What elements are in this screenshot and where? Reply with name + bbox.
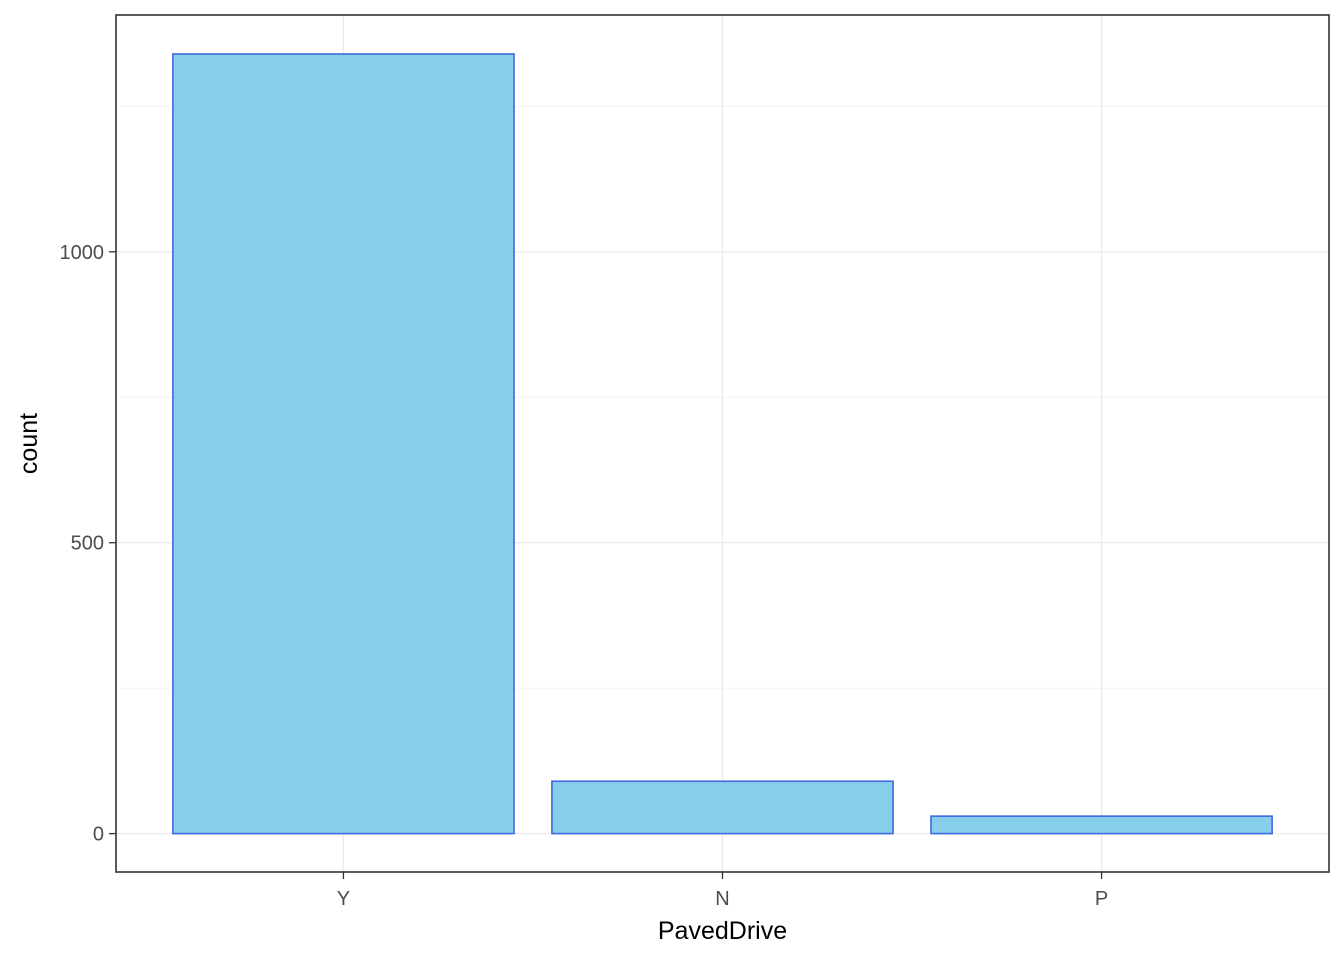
x-axis-title: PavedDrive [658,917,787,945]
x-tick-label: Y [337,888,350,910]
bar-p [930,815,1273,835]
y-tick-label: 1000 [60,242,105,264]
x-tick-label: P [1095,888,1108,910]
bars-layer [172,53,1273,835]
bar-n [551,780,894,835]
y-tick-label: 0 [93,824,104,846]
ticks-layer: 0 500 1000 Y N P [60,242,1109,910]
bar-y [172,53,515,835]
x-tick-label: N [715,888,729,910]
y-axis-title: count [15,413,43,474]
y-tick-label: 500 [71,533,104,555]
